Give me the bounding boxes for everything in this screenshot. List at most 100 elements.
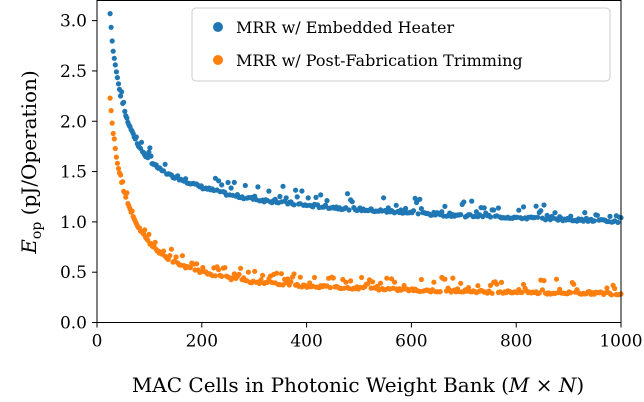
data-point bbox=[293, 187, 299, 193]
data-point bbox=[124, 190, 130, 196]
data-point bbox=[175, 173, 181, 179]
data-point bbox=[109, 120, 115, 126]
data-point bbox=[491, 207, 497, 213]
data-point bbox=[113, 154, 119, 160]
data-point bbox=[113, 69, 119, 75]
data-point bbox=[612, 285, 618, 292]
data-point bbox=[183, 176, 189, 182]
data-point bbox=[107, 95, 113, 101]
data-point bbox=[138, 139, 145, 145]
data-point bbox=[231, 179, 237, 185]
data-point bbox=[313, 194, 319, 200]
data-point bbox=[327, 285, 333, 291]
data-point bbox=[533, 203, 539, 209]
data-point bbox=[179, 253, 185, 259]
x-tick-label: 400 bbox=[290, 332, 322, 352]
data-point bbox=[228, 185, 234, 191]
y-tick-label: 3.0 bbox=[60, 12, 87, 32]
data-point bbox=[114, 75, 120, 81]
plot-area bbox=[96, 0, 624, 323]
data-point bbox=[318, 192, 324, 198]
data-point bbox=[152, 239, 158, 245]
data-point bbox=[111, 55, 117, 61]
data-point bbox=[538, 208, 544, 214]
data-point bbox=[418, 276, 424, 283]
data-point bbox=[442, 203, 448, 209]
data-point bbox=[324, 198, 330, 204]
data-point bbox=[381, 195, 387, 201]
data-point bbox=[498, 279, 505, 285]
legend-marker-embedded-heater bbox=[213, 22, 223, 32]
data-point bbox=[480, 214, 486, 220]
data-point bbox=[481, 205, 487, 211]
data-point bbox=[118, 172, 124, 178]
data-point bbox=[120, 179, 126, 185]
x-tick-label: 1000 bbox=[599, 332, 642, 352]
data-point bbox=[160, 248, 167, 254]
data-point bbox=[439, 209, 445, 215]
data-point bbox=[539, 287, 546, 293]
x-tick-label: 200 bbox=[186, 332, 218, 352]
data-point bbox=[469, 198, 475, 204]
x-tick-label: 800 bbox=[500, 332, 532, 352]
data-point bbox=[146, 231, 152, 237]
data-point bbox=[187, 265, 193, 271]
x-axis: 0 200 400 600 800 1000 bbox=[92, 322, 643, 352]
x-tick-label: 0 bbox=[92, 332, 103, 352]
data-point bbox=[124, 115, 130, 121]
data-point bbox=[615, 219, 621, 225]
data-point bbox=[461, 199, 467, 205]
data-point bbox=[266, 188, 272, 194]
data-point bbox=[108, 24, 114, 30]
data-point bbox=[594, 212, 601, 218]
data-point bbox=[216, 267, 222, 273]
data-point bbox=[122, 108, 128, 114]
data-point bbox=[568, 213, 574, 219]
data-point bbox=[343, 279, 349, 285]
data-point bbox=[236, 271, 242, 277]
legend-label-embedded-heater: MRR w/ Embedded Heater bbox=[236, 18, 454, 37]
data-point bbox=[412, 195, 418, 201]
data-point bbox=[225, 179, 231, 186]
data-point bbox=[147, 145, 153, 151]
data-point bbox=[344, 191, 351, 197]
data-point bbox=[216, 178, 222, 184]
data-point bbox=[299, 188, 305, 194]
data-point bbox=[305, 195, 311, 201]
data-point bbox=[519, 289, 525, 295]
data-point bbox=[219, 182, 225, 188]
data-point bbox=[571, 281, 577, 287]
data-point bbox=[133, 134, 139, 140]
data-point bbox=[415, 211, 421, 217]
data-point bbox=[365, 281, 371, 287]
y-tick-label: 2.5 bbox=[60, 62, 87, 82]
data-point bbox=[349, 199, 355, 205]
data-point bbox=[392, 279, 398, 285]
data-point bbox=[495, 205, 501, 211]
data-point bbox=[194, 261, 200, 267]
data-point bbox=[109, 38, 115, 44]
data-point bbox=[121, 99, 127, 105]
data-point bbox=[200, 264, 206, 271]
data-point bbox=[114, 160, 120, 166]
data-point bbox=[609, 292, 615, 298]
data-point bbox=[255, 184, 261, 190]
data-point bbox=[111, 136, 117, 142]
legend-box bbox=[191, 7, 611, 82]
series-layer bbox=[107, 11, 624, 298]
data-point bbox=[123, 194, 129, 200]
data-point bbox=[129, 208, 135, 214]
data-point bbox=[516, 207, 522, 213]
legend: MRR w/ Embedded Heater MRR w/ Post-Fabri… bbox=[191, 7, 611, 82]
data-point bbox=[552, 210, 558, 216]
data-point bbox=[403, 205, 409, 212]
data-point bbox=[535, 214, 541, 220]
data-point bbox=[108, 108, 114, 114]
data-point bbox=[442, 276, 448, 282]
data-point bbox=[110, 48, 116, 54]
legend-label-post-fabrication-trimming: MRR w/ Post-Fabrication Trimming bbox=[236, 51, 523, 70]
data-point bbox=[487, 214, 494, 220]
y-axis-title: Eop (pJ/Operation) bbox=[17, 70, 45, 254]
y-tick-label: 2.0 bbox=[60, 112, 87, 132]
